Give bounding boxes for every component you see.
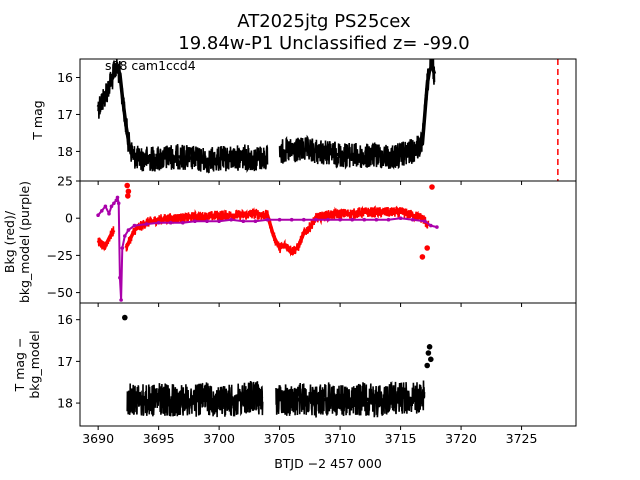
x-axis-label: BTJD −2 457 000: [274, 456, 382, 471]
series-core-bottom-0-1: [276, 393, 426, 403]
data-point: [193, 219, 197, 223]
y-tick-label-bottom: 18: [57, 396, 73, 411]
series-bottom-0-segment-0: [126, 380, 264, 418]
series-core-top-0-1: [279, 64, 437, 159]
data-point: [253, 219, 258, 223]
y-tick-label-top: 17: [57, 107, 73, 122]
series-core-bottom-0-0: [127, 395, 264, 403]
data-point: [435, 225, 439, 229]
data-point: [114, 198, 119, 203]
x-tick-label: 3695: [143, 431, 175, 446]
data-point: [96, 213, 100, 217]
data-point: [168, 220, 173, 225]
outlier-point: [122, 314, 128, 321]
data-point: [302, 217, 306, 222]
x-tick-label: 3700: [203, 431, 235, 446]
panel-middle: 25 0 −25 −50 Bkg (red)/bkg_model (purple): [2, 174, 577, 307]
data-point: [123, 234, 127, 238]
data-point: [126, 228, 131, 232]
y-tick-label-bottom: 16: [57, 312, 73, 327]
data-point: [289, 217, 294, 222]
x-tick-label: 3705: [264, 431, 296, 446]
panel-frame-middle: [79, 180, 577, 304]
y-tick-label-middle: 0: [65, 211, 73, 226]
y-axis-label-top: T mag: [30, 100, 45, 140]
data-point: [314, 217, 318, 222]
data-point: [423, 219, 427, 223]
data-point: [156, 220, 161, 225]
data-point: [362, 217, 367, 222]
y-tick-label-bottom: 17: [57, 354, 73, 369]
y-tick-label-middle: 25: [57, 174, 73, 189]
plot-area-top: [96, 59, 437, 174]
data-point: [100, 209, 104, 213]
panel-bottom: 16 17 18 T mag − bkg_model 3690 3695 3700 3705 37…: [12, 302, 577, 446]
data-point: [107, 211, 111, 216]
data-point: [120, 246, 125, 250]
data-point: [115, 195, 120, 200]
data-point: [144, 222, 149, 226]
plot-area-middle: [96, 182, 439, 302]
y-axis-label-bottom-line1: T mag −: [12, 338, 27, 393]
data-point: [119, 298, 123, 302]
series-core-middle-0-0: [96, 229, 116, 250]
outlier-point: [125, 188, 132, 195]
outlier-point: [124, 182, 130, 189]
data-point: [265, 217, 270, 222]
data-point: [338, 217, 342, 222]
data-point: [398, 216, 403, 220]
outlier-point: [424, 362, 431, 369]
data-point: [217, 219, 221, 223]
outlier-point: [125, 193, 131, 199]
outlier-point: [426, 344, 433, 350]
data-point: [103, 204, 108, 209]
outlier-point: [428, 356, 434, 363]
y-tick-label-middle: −50: [47, 285, 73, 300]
plot-area-bottom: [122, 314, 434, 418]
outlier-point: [425, 350, 432, 356]
y-axis-label-bottom-line2: bkg_model: [27, 330, 42, 398]
panels-group: 16 17 18 T mag 25 0 −25 −50 Bkg (red)/bkg_model …: [2, 58, 577, 446]
panel-top: 16 17 18 T mag: [30, 58, 577, 185]
data-point: [132, 223, 137, 228]
y-axis-label-middle-line2: bkg_model (purple): [17, 181, 32, 303]
y-axis-label-middle-line1: Bkg (red)/: [2, 210, 17, 273]
outlier-point: [419, 254, 426, 260]
x-tick-label: 3690: [82, 431, 114, 446]
x-tick-label: 3710: [324, 431, 356, 446]
data-point: [181, 220, 185, 225]
y-tick-label-top: 16: [57, 70, 73, 85]
chart-title-line1: AT2025jtg PS25cex: [237, 11, 411, 32]
y-tick-label-top: 18: [57, 144, 73, 159]
y-tick-label-middle: −25: [47, 248, 73, 263]
series-middle-0-segment-1: [125, 205, 430, 257]
data-point: [350, 217, 355, 222]
data-point: [229, 217, 233, 222]
panel-frame-bottom: [79, 302, 577, 427]
data-point: [429, 223, 433, 228]
data-point: [116, 201, 121, 206]
x-tick-label: 3725: [506, 431, 538, 446]
outlier-point: [429, 184, 435, 190]
data-point: [410, 217, 415, 222]
data-point: [374, 217, 379, 222]
data-point: [205, 219, 209, 223]
outlier-point: [424, 245, 431, 251]
data-point: [386, 217, 391, 222]
series-core-middle-0-1: [124, 210, 430, 253]
data-point: [118, 275, 122, 280]
x-tick-label: 3720: [445, 431, 477, 446]
data-point: [277, 217, 282, 222]
series-core-top-0-0: [96, 64, 268, 163]
data-point: [112, 201, 116, 206]
x-tick-label: 3715: [385, 431, 417, 446]
data-point: [326, 217, 330, 222]
data-point: [109, 204, 114, 209]
camera-annotation: s88 cam1ccd4: [105, 58, 196, 73]
data-point: [241, 219, 246, 223]
chart-title-line2: 19.84w-P1 Unclassified z= -99.0: [178, 33, 469, 54]
